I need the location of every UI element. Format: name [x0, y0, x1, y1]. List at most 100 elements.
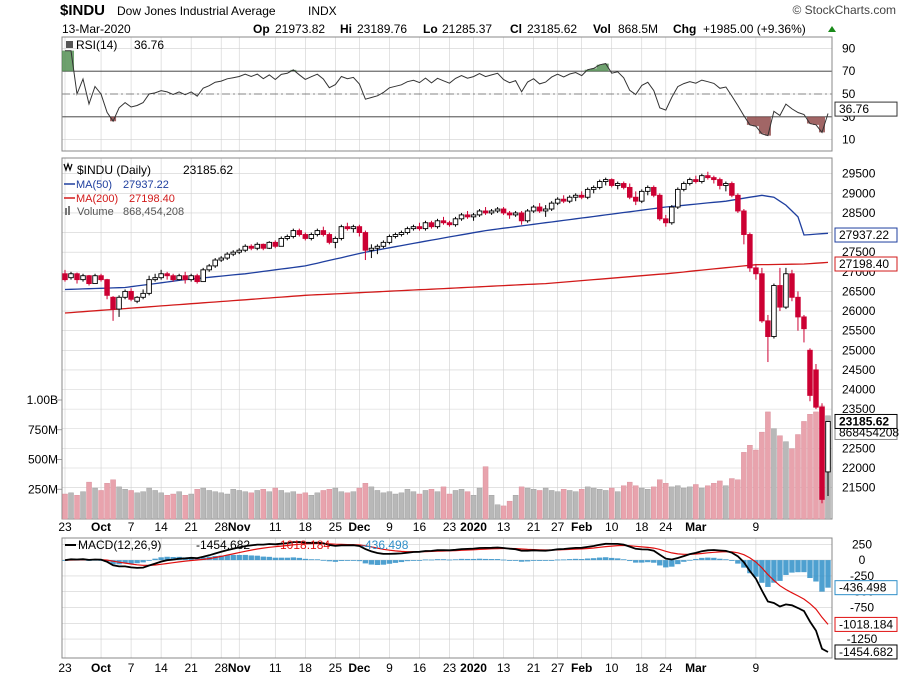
volume-legend-icon-bar — [68, 206, 70, 215]
macd-histogram-bar — [368, 560, 375, 565]
candle-up — [242, 245, 248, 251]
price-y-tick: 25500 — [842, 324, 876, 338]
volume-bar — [86, 481, 92, 520]
volume-bar — [807, 414, 813, 520]
macd-hist-legend-value: -436.498 — [361, 538, 409, 552]
candle-down — [735, 194, 741, 212]
macd-histogram-bar — [699, 557, 705, 561]
macd-histogram-bar — [681, 560, 687, 562]
macd-hist-tag: -436.498 — [839, 581, 887, 595]
macd-histogram-bar — [578, 559, 585, 561]
macd-histogram-bar — [320, 559, 327, 561]
candle-down — [464, 214, 471, 218]
macd-histogram-bar — [158, 557, 164, 561]
macd-histogram-bar — [621, 559, 627, 561]
macd-histogram-bar — [506, 560, 513, 561]
macd-histogram-bar — [500, 559, 507, 561]
macd-legend-label: MACD(12,26,9) — [78, 538, 161, 552]
macd-histogram-bar — [717, 558, 723, 561]
macd-histogram-bar — [458, 558, 465, 561]
price-y-tick: 23500 — [842, 402, 876, 416]
volume-bar — [813, 411, 819, 520]
x-tick-label: Oct — [91, 661, 111, 675]
price-candles — [62, 171, 831, 504]
macd-histogram-bar — [554, 559, 561, 561]
macd-legend-value: -1454.682 — [196, 538, 250, 552]
macd-histogram-bar — [711, 557, 717, 561]
volume-bar — [98, 490, 104, 520]
volume-bar — [687, 486, 693, 520]
volume-bar — [482, 466, 489, 520]
candle-up — [410, 226, 417, 230]
macd-histogram-bar — [687, 559, 693, 561]
x-tick-label: 10 — [605, 520, 619, 534]
volume-bar — [615, 491, 621, 520]
macd-histogram-bar — [542, 560, 549, 561]
volume-bar — [747, 445, 753, 520]
header-date: 13-Mar-2020 — [62, 22, 131, 36]
macd-histogram-bar — [122, 560, 128, 564]
macd-histogram-bar — [789, 560, 795, 573]
candle-down — [765, 320, 771, 337]
macd-histogram-bar — [356, 560, 363, 562]
macd-histogram-bar — [801, 560, 807, 573]
x-tick-label: 9 — [386, 661, 393, 675]
volume-bar — [452, 490, 459, 520]
price-y-tick: 25000 — [842, 343, 876, 357]
candle-down — [302, 234, 309, 239]
volume-bar — [584, 486, 591, 520]
volume-bar — [260, 489, 266, 520]
candle-down — [500, 208, 507, 214]
macd-value-tag-box — [834, 644, 898, 660]
volume-bar — [506, 500, 513, 520]
macd-histogram-bar — [518, 560, 525, 562]
macd-histogram-bar — [609, 557, 615, 561]
volume-bar — [218, 492, 224, 520]
candle-down — [326, 234, 333, 243]
macd-histogram-bar — [266, 556, 272, 561]
candle-up — [771, 285, 777, 337]
candle-down — [729, 183, 735, 196]
macd-histogram-bar — [669, 560, 675, 567]
macd-histogram-bar — [416, 560, 423, 561]
candle-down — [440, 220, 447, 224]
volume-bar — [254, 490, 260, 520]
candle-up — [380, 241, 387, 247]
macd-histogram-bar — [242, 554, 248, 561]
candle-up — [494, 208, 501, 212]
macd-signal-tag-box — [834, 616, 898, 632]
volume-bar — [554, 491, 561, 520]
volume-bar — [164, 495, 170, 520]
volume-bar — [104, 483, 110, 520]
candle-down — [506, 212, 513, 216]
volume-bar — [152, 490, 158, 520]
macd-histogram-bar — [615, 558, 621, 561]
macd-line — [64, 541, 829, 653]
volume-bar — [741, 452, 747, 520]
volume-bar — [284, 492, 291, 520]
volume-bar — [170, 493, 176, 520]
macd-histogram-bar — [584, 558, 591, 561]
volume-bar — [705, 485, 711, 520]
macd-y-tick: 0 — [859, 553, 866, 567]
op-label: Op — [253, 22, 270, 36]
candle-down — [741, 210, 747, 235]
candle-up — [368, 247, 375, 251]
candle-legend-icon — [63, 162, 73, 172]
macd-histogram-bar — [729, 560, 735, 561]
volume-bar — [410, 491, 417, 520]
price-y-tick: 26500 — [842, 284, 876, 298]
volume-bar — [200, 487, 206, 520]
candle-up — [452, 218, 459, 226]
x-tick-label: 7 — [128, 661, 135, 675]
candle-up — [476, 210, 483, 216]
macd-histogram-bar — [434, 559, 441, 561]
macd-histogram-bar — [338, 560, 345, 562]
volume-bar — [386, 491, 393, 520]
x-tick-label: 23 — [443, 661, 457, 675]
macd-histogram-bar — [807, 560, 813, 579]
x-tick-label: 11 — [269, 661, 282, 675]
volume-bar — [542, 487, 549, 520]
volume-bar — [470, 495, 477, 520]
x-tick-label: 21 — [527, 661, 541, 675]
